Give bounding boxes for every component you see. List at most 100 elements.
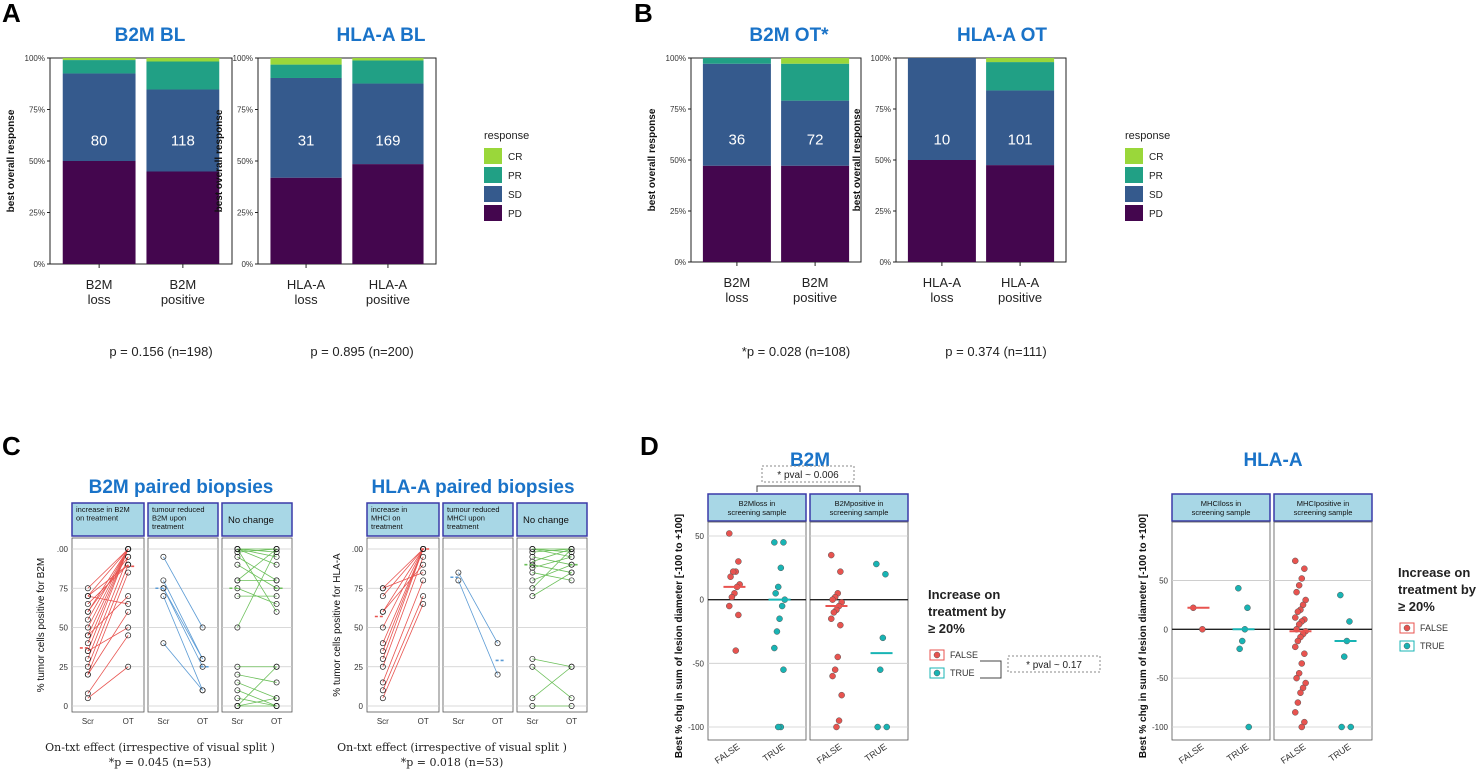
- y-tick-label: 50: [354, 624, 363, 633]
- x-tick-label-ot: OT: [492, 717, 503, 726]
- bar-segment-pr: [270, 64, 342, 78]
- facet-strip: [707, 493, 807, 522]
- annotation-bracket: [756, 485, 861, 492]
- pair-line: [237, 674, 277, 683]
- point-ot: [420, 601, 427, 607]
- pair-line: [163, 580, 203, 660]
- bar-count-label: 72: [807, 132, 824, 149]
- x-tick-label-scr: Scr: [452, 717, 464, 726]
- bar-count-label: 10: [934, 132, 951, 149]
- data-point: [833, 723, 840, 731]
- x-category-line1: HLA-A: [369, 277, 408, 292]
- point-ot: [273, 608, 280, 615]
- data-point: [777, 564, 785, 572]
- pair-line: [237, 556, 277, 581]
- data-point: [773, 628, 781, 635]
- x-category-line2: loss: [88, 292, 112, 307]
- y-tick-label: 50: [59, 624, 68, 633]
- bar-segment-pd: [146, 171, 220, 264]
- pair-line: [532, 572, 572, 581]
- point-ot: [125, 546, 132, 552]
- pair-line: [237, 564, 277, 589]
- point-ot: [568, 553, 575, 560]
- facet-nc: No change Scr OT: [221, 502, 293, 726]
- legend-label-sd: SD: [1149, 190, 1163, 201]
- legend-label-true: TRUE: [1420, 641, 1445, 651]
- bar-segment-pr: [146, 61, 220, 90]
- data-point: [1340, 653, 1348, 660]
- increase-legend: Increase on treatment by ≥ 20% FALSE TRUE: [1398, 565, 1477, 652]
- pair-line: [458, 572, 498, 644]
- response-legend: response CR PR SD PD: [1125, 130, 1170, 221]
- pair-line: [87, 635, 129, 694]
- y-tick-label: 50: [1159, 576, 1168, 585]
- data-point: [1295, 582, 1303, 589]
- point-scr: [84, 616, 91, 623]
- point-ot: [420, 561, 427, 568]
- point-ot: [568, 695, 575, 702]
- point-scr: [379, 663, 386, 670]
- pair-line: [382, 548, 424, 589]
- bar-segment-pr: [352, 60, 424, 84]
- legend-swatch-pr: [1125, 167, 1143, 183]
- effect-note: On-txt effect (irrespective of visual sp…: [45, 741, 275, 754]
- x-tick-label: FALSE: [713, 741, 742, 765]
- data-point: [1294, 637, 1302, 645]
- data-point: [1199, 626, 1206, 633]
- data-point: [1292, 614, 1299, 621]
- facet-strip-label: increase in: [371, 505, 407, 514]
- x-tick-label: TRUE: [1225, 741, 1251, 763]
- pair-line: [87, 548, 129, 597]
- data-point: [1293, 588, 1300, 596]
- point-scr: [84, 585, 91, 592]
- y-axis-label: % tumor cells positive for HLA-A: [332, 553, 343, 697]
- pair-line: [532, 556, 572, 569]
- data-point: [1347, 723, 1354, 731]
- facet-strip: [1171, 493, 1271, 522]
- paired-biopsy-panels: B2M paired biopsies % tumor cells positiv…: [36, 477, 588, 769]
- point-ot: [273, 601, 280, 607]
- legend-swatch-pr: [484, 167, 502, 183]
- legend-title-line: Increase on: [1398, 565, 1470, 580]
- panel-letter-d: D: [640, 431, 659, 461]
- point-scr: [379, 624, 386, 631]
- legend-key-point: [933, 669, 941, 677]
- data-point: [828, 615, 835, 623]
- y-tick-label: 25%: [29, 209, 45, 218]
- data-point: [879, 634, 887, 642]
- facet-frame: [707, 521, 807, 741]
- bar-segment-sd: [702, 63, 771, 166]
- y-tick-label: 50%: [670, 156, 686, 165]
- pair-line: [237, 666, 277, 707]
- point-ot: [199, 624, 206, 631]
- stacked-chart-3: HLA-A OT 0% 25% 50% 75% 100% best overall resp…: [852, 25, 1170, 359]
- x-category-line1: HLA-A: [923, 275, 962, 290]
- point-scr: [234, 546, 241, 552]
- y-tick-label: 25: [59, 663, 68, 672]
- data-point: [727, 573, 734, 580]
- point-ot: [494, 640, 501, 647]
- data-point: [829, 672, 836, 680]
- pair-line: [163, 588, 203, 667]
- point-ot: [199, 655, 206, 662]
- legend-label-pd: PD: [508, 209, 522, 220]
- x-tick-label: FALSE: [815, 741, 844, 765]
- point-ot: [125, 593, 132, 600]
- point-scr: [529, 585, 536, 592]
- data-point: [883, 723, 890, 731]
- chart-title: B2M BL: [115, 25, 186, 46]
- data-point: [829, 596, 836, 603]
- stacked-bar-panels: B2M BL0%25%50%75%100%best overall respon…: [6, 25, 1170, 359]
- facet-strip-label: increase in B2M: [76, 505, 130, 514]
- pair-line: [382, 595, 424, 691]
- pair-line: [532, 564, 572, 581]
- x-tick-label: TRUE: [1327, 741, 1353, 763]
- bar-count-label: 118: [171, 132, 195, 149]
- bar-segment-pd: [270, 177, 342, 264]
- point-scr: [234, 624, 241, 631]
- pair-line: [87, 666, 129, 699]
